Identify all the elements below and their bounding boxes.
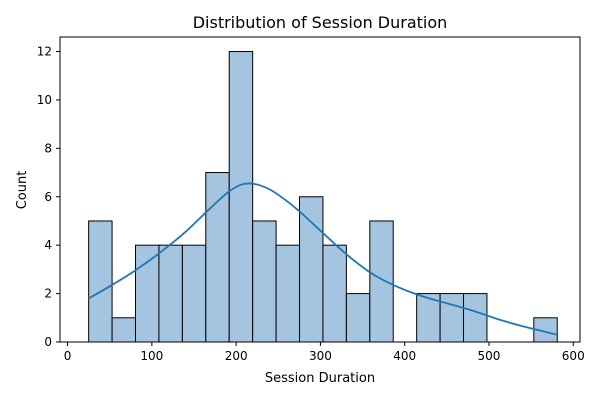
x-tick-label: 100 [140, 349, 163, 363]
x-tick-label: 200 [225, 349, 248, 363]
x-tick-label: 600 [562, 349, 585, 363]
x-tick-label: 0 [64, 349, 72, 363]
histogram-bar-2 [135, 244, 160, 343]
histogram-bar-7 [252, 220, 277, 343]
y-tick-label: 8 [44, 141, 52, 155]
x-tick-label: 400 [393, 349, 416, 363]
y-axis-ticks: 0 2 4 6 8 10 12 [37, 45, 60, 349]
histogram-bar-4 [181, 244, 207, 343]
kde-curve [88, 182, 558, 336]
histogram-bar-8 [275, 244, 301, 343]
histogram-bar-1 [111, 317, 137, 343]
y-tick-label: 12 [37, 45, 52, 59]
histogram-bar-15 [439, 293, 465, 343]
x-axis-ticks: 0 100 200 300 400 500 600 [64, 342, 585, 363]
histogram-bar-6 [228, 51, 254, 343]
bars-layer [88, 51, 558, 343]
y-tick-label: 2 [44, 287, 52, 301]
histogram-bar-12 [369, 220, 394, 343]
histogram-bar-11 [345, 293, 371, 343]
histogram-bar-3 [158, 244, 183, 343]
histogram-bar-10 [322, 244, 347, 343]
x-axis-label: Session Duration [265, 371, 375, 386]
y-tick-label: 6 [44, 190, 52, 204]
y-tick-label: 0 [44, 335, 52, 349]
chart-title: Distribution of Session Duration [193, 13, 448, 32]
y-axis-label: Count [15, 171, 30, 210]
y-tick-label: 4 [44, 238, 52, 252]
x-tick-label: 300 [309, 349, 332, 363]
histogram-bar-9 [299, 196, 324, 343]
histogram-bar-16 [463, 293, 488, 343]
x-tick-label: 500 [478, 349, 501, 363]
y-tick-label: 10 [37, 93, 52, 107]
histogram-bar-0 [88, 220, 113, 343]
histogram-bar-5 [205, 172, 230, 343]
